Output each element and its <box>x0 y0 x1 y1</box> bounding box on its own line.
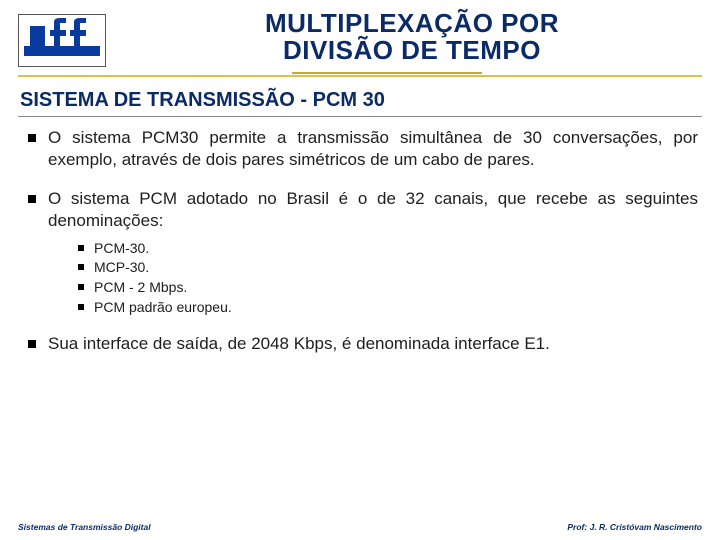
uff-logo <box>18 14 106 67</box>
sub-bullet-item: MCP-30. <box>48 258 698 278</box>
title-rule <box>18 73 702 79</box>
bullet-item: Sua interface de saída, de 2048 Kbps, é … <box>22 333 698 355</box>
bullet-item: O sistema PCM30 permite a transmissão si… <box>22 127 698 172</box>
bullet-text: Sua interface de saída, de 2048 Kbps, é … <box>48 334 550 353</box>
title-line-2: DIVISÃO DE TEMPO <box>283 35 541 65</box>
title-line-1: MULTIPLEXAÇÃO POR <box>265 8 559 38</box>
sub-bullet-item: PCM - 2 Mbps. <box>48 278 698 298</box>
footer-left: Sistemas de Transmissão Digital <box>18 522 151 532</box>
bullet-item: O sistema PCM adotado no Brasil é o de 3… <box>22 188 698 317</box>
section-heading: SISTEMA DE TRANSMISSÃO - PCM 30 <box>18 87 702 116</box>
sub-bullet-item: PCM padrão europeu. <box>48 298 698 318</box>
section-rule <box>18 116 702 117</box>
slide-title: MULTIPLEXAÇÃO POR DIVISÃO DE TEMPO <box>122 10 702 65</box>
slide-content: O sistema PCM30 permite a transmissão si… <box>18 127 702 356</box>
bullet-text: O sistema PCM adotado no Brasil é o de 3… <box>48 189 698 230</box>
footer-right: Prof: J. R. Cristóvam Nascimento <box>567 522 702 532</box>
bullet-text: O sistema PCM30 permite a transmissão si… <box>48 128 698 169</box>
sub-bullet-item: PCM-30. <box>48 239 698 259</box>
